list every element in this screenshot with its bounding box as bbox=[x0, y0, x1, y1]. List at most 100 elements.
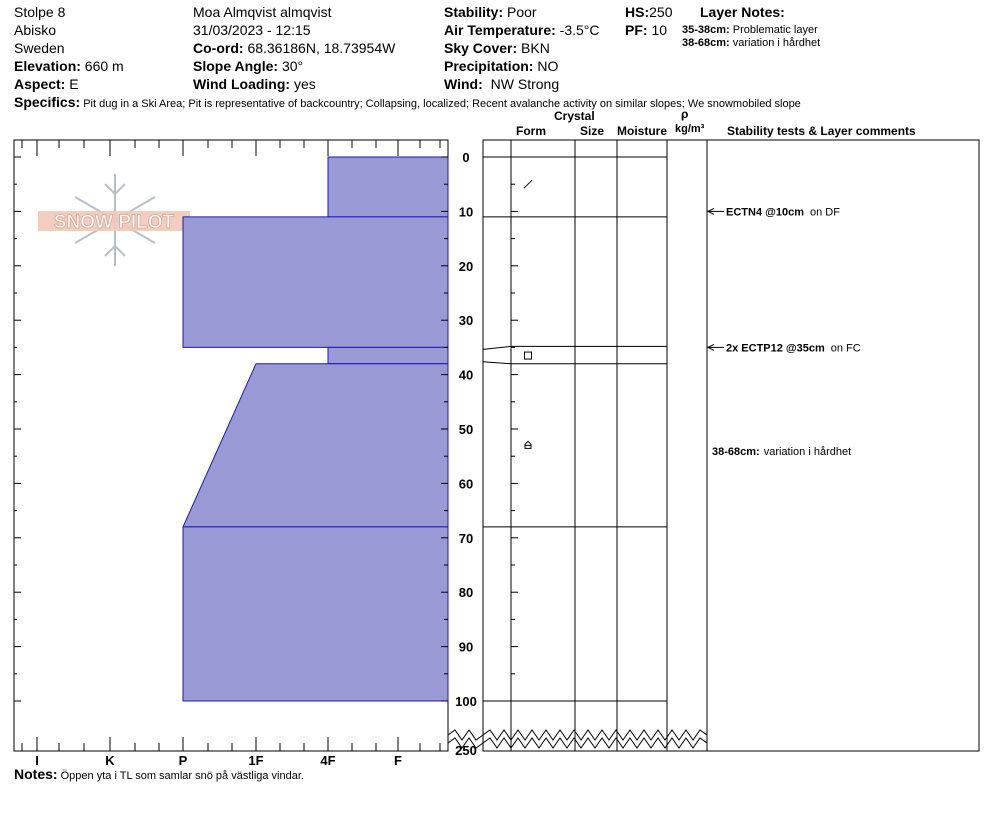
axis-break-top bbox=[447, 729, 484, 741]
layer-boundaries bbox=[482, 156, 667, 702]
hardness-tick-label: P bbox=[179, 753, 188, 768]
air-temp-row: Air Temperature: -3.5°C bbox=[444, 21, 600, 39]
hardness-axis: I K P 1F 4F F bbox=[21, 140, 441, 768]
layer-note-text: Problematic layer bbox=[732, 24, 818, 36]
crystal-forms bbox=[523, 179, 533, 449]
crystal-dh-icon bbox=[524, 440, 532, 449]
layer-comment-text: variation i hårdhet bbox=[764, 446, 851, 458]
table-break-bottom bbox=[482, 737, 708, 749]
precipitation-value: NO bbox=[537, 58, 559, 74]
wind-row: Wind: NW Strong bbox=[444, 75, 559, 93]
size-header: Size bbox=[580, 124, 605, 138]
wind-label: Wind: bbox=[444, 76, 483, 92]
hardness-tick-label: K bbox=[105, 753, 115, 768]
hs-value: 250 bbox=[649, 4, 673, 20]
layer-comment-range: 38-68cm: bbox=[712, 446, 760, 458]
precipitation-label: Precipitation: bbox=[444, 58, 534, 74]
hardness-layer bbox=[182, 526, 449, 702]
observer: Moa Almqvist almqvist bbox=[193, 4, 332, 20]
notes-value: Öppen yta i TL som samlar snö på västlig… bbox=[60, 770, 304, 782]
hs-row: HS:250 bbox=[625, 3, 672, 21]
air-temp-label: Air Temperature: bbox=[444, 22, 556, 38]
crystal-df-icon bbox=[523, 179, 533, 189]
test-result: ECTN4 @10cm bbox=[726, 206, 804, 218]
density-symbol: ρ bbox=[681, 107, 689, 121]
elevation-row: Elevation: 660 m bbox=[14, 57, 124, 75]
sky-cover-row: Sky Cover: BKN bbox=[444, 39, 550, 57]
country: Sweden bbox=[14, 40, 65, 56]
wind-loading-row: Wind Loading: yes bbox=[193, 75, 316, 93]
specifics-row: Specifics: Pit dug in a Ski Area; Pit is… bbox=[14, 94, 801, 112]
pf-label: PF: bbox=[625, 22, 648, 38]
elevation-value: 660 m bbox=[84, 58, 124, 74]
stability-label: Stability: bbox=[444, 4, 504, 20]
depth-tick-label: 30 bbox=[459, 313, 473, 328]
test-note: on DF bbox=[810, 206, 840, 218]
layer-note-text: variation i hårdhet bbox=[732, 37, 821, 49]
depth-tick-label: 20 bbox=[459, 259, 473, 274]
axis-break-bottom bbox=[447, 737, 484, 749]
test-arrow-head bbox=[706, 207, 715, 215]
stability-tests-header: Stability tests & Layer comments bbox=[727, 124, 916, 138]
layer-boundary-connector bbox=[482, 345, 512, 350]
depth-tick-label: 80 bbox=[459, 585, 473, 600]
wind-value: NW Strong bbox=[490, 76, 560, 92]
depth-tick-label: 60 bbox=[459, 476, 473, 491]
stability-test: ECTN4 @10cm on DF bbox=[726, 206, 840, 218]
form-header: Form bbox=[516, 124, 546, 138]
crystal-header: Crystal bbox=[554, 109, 595, 123]
layer-note: 35-38cm: Problematic layer bbox=[682, 24, 818, 37]
snow-pilot-logo: SNOW PILOT bbox=[38, 211, 190, 233]
coord-row: Co-ord: 68.36186N, 18.73954W bbox=[193, 39, 395, 57]
notes-row: Notes: Öppen yta i TL som samlar snö på … bbox=[14, 766, 304, 784]
notes-label: Notes: bbox=[14, 766, 58, 782]
test-arrow-head bbox=[706, 343, 715, 351]
wind-loading-value: yes bbox=[293, 76, 316, 92]
hardness-tick-label: F bbox=[394, 753, 402, 768]
hardness-layer bbox=[182, 363, 449, 528]
slope-value: 30° bbox=[281, 58, 304, 74]
hardness-layer bbox=[327, 156, 449, 218]
pit-name: Stolpe 8 bbox=[14, 4, 66, 20]
moisture-header: Moisture bbox=[617, 124, 668, 138]
layer-boundary-connector bbox=[482, 361, 512, 365]
hardness-layer bbox=[182, 216, 449, 348]
pf-row: PF: 10 bbox=[625, 21, 667, 39]
sky-cover-label: Sky Cover: bbox=[444, 40, 518, 56]
pf-value: 10 bbox=[651, 22, 668, 38]
hs-label: HS: bbox=[625, 4, 650, 20]
precipitation-row: Precipitation: NO bbox=[444, 57, 558, 75]
aspect-value: E bbox=[69, 76, 79, 92]
stability-row: Stability: Poor bbox=[444, 3, 537, 21]
depth-tick-label: 0 bbox=[462, 150, 469, 165]
hardness-layers bbox=[182, 156, 449, 702]
stability-value: Poor bbox=[507, 4, 537, 20]
depth-tick-label: 40 bbox=[459, 368, 473, 383]
slope-label: Slope Angle: bbox=[193, 58, 279, 74]
coord-value: 68.36186N, 18.73954W bbox=[247, 40, 396, 56]
test-result: 2x ECTP12 @35cm bbox=[726, 342, 825, 354]
density-unit: kg/m³ bbox=[675, 123, 705, 135]
slope-row: Slope Angle: 30° bbox=[193, 57, 303, 75]
layer-note: 38-68cm: variation i hårdhet bbox=[682, 37, 820, 50]
table-break-top bbox=[482, 729, 708, 741]
air-temp-value: -3.5°C bbox=[559, 22, 600, 38]
depth-tick-label: 50 bbox=[459, 422, 473, 437]
layer-notes-title: Layer Notes: bbox=[700, 4, 785, 20]
layer-note-range: 38-68cm: bbox=[682, 37, 730, 49]
location: Abisko bbox=[14, 22, 57, 38]
specifics-value: Pit dug in a Ski Area; Pit is representa… bbox=[83, 98, 801, 110]
hardness-tick-label: 4F bbox=[320, 753, 335, 768]
test-note: on FC bbox=[831, 342, 861, 354]
depth-tick-label: 90 bbox=[459, 640, 473, 655]
crystal-fc-icon bbox=[524, 351, 532, 360]
aspect-label: Aspect: bbox=[14, 76, 66, 92]
hardness-layer bbox=[327, 346, 449, 365]
layer-note-range: 35-38cm: bbox=[682, 24, 730, 36]
aspect-row: Aspect: E bbox=[14, 75, 79, 93]
specifics-label: Specifics: bbox=[14, 94, 81, 110]
stability-tests: ECTN4 @10cm on DF 2x ECTP12 @35cm on FC 38-6… bbox=[706, 206, 861, 458]
sky-cover-value: BKN bbox=[521, 40, 550, 56]
datetime: 31/03/2023 - 12:15 bbox=[193, 22, 311, 38]
